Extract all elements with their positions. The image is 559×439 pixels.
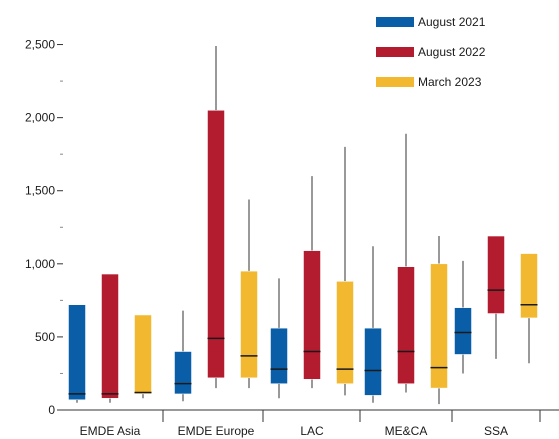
legend: August 2021 August 2022 March 2023 [376,15,486,89]
legend-label: August 2022 [418,45,486,59]
y-tick-label: 1,500 [25,184,55,198]
y-tick-label: 500 [35,330,55,344]
box-body [270,327,288,384]
x-category-label: EMDE Europe [178,424,255,438]
x-category-label: ME&CA [385,424,428,438]
x-category-label: LAC [300,424,324,438]
y-tick-label: 0 [48,403,55,417]
legend-swatch [376,17,414,27]
series-group [134,146,538,405]
y-tick-label: 1,000 [25,257,55,271]
axes: 0 500 1,000 1,500 2,000 2,500 EMDE Asia EMDE Eu… [25,38,559,438]
x-category-label: EMDE Asia [80,424,141,438]
box-body [68,304,86,401]
y-tick-label: 2,000 [25,111,55,125]
box-body [134,314,152,395]
box-body [487,235,505,314]
x-category-label: SSA [484,424,508,438]
box-body [364,327,382,396]
y-tick-label: 2,500 [25,38,55,52]
box-body [397,266,415,384]
box-body [240,270,258,379]
box-body [520,253,538,319]
box-body [207,110,225,379]
legend-label: March 2023 [418,75,482,89]
series-group [68,246,472,403]
box-body [336,281,354,384]
legend-swatch [376,77,414,87]
box-body [430,263,448,389]
box-body [174,351,192,395]
box-body [303,250,321,380]
box-body [454,307,472,355]
box-series [68,46,538,405]
legend-swatch [376,47,414,57]
legend-label: August 2021 [418,15,486,29]
series-group [101,46,505,403]
box-body [101,273,119,399]
